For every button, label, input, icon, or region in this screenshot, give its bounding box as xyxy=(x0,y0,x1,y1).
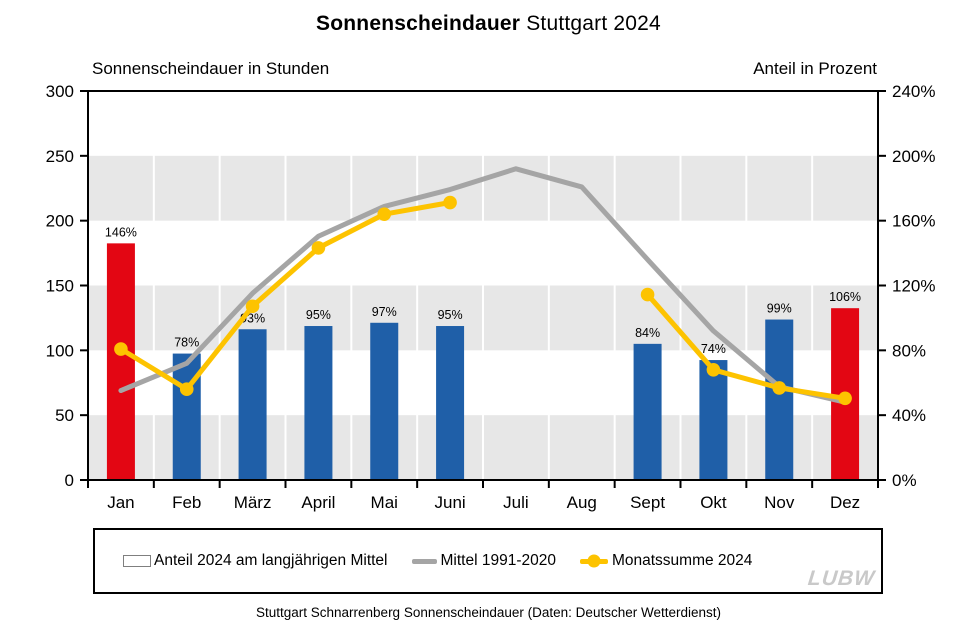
monthly-sum-marker-Mai xyxy=(377,207,392,221)
legend-label-anteil: Anteil 2024 am langjährigen Mittel xyxy=(154,552,388,569)
right-axis-title: Anteil in Prozent xyxy=(753,59,877,78)
bar-Juni xyxy=(436,326,465,480)
bar-label-Feb: 78% xyxy=(174,336,199,350)
bar-label-Juni: 95% xyxy=(438,308,463,322)
bar-März xyxy=(238,329,267,480)
bar-Nov xyxy=(765,319,794,480)
legend-yellow-dot-icon xyxy=(587,554,601,568)
monthly-sum-marker-Feb xyxy=(179,382,194,397)
monthly-sum-line xyxy=(118,200,453,392)
monthly-sum-marker-Juni xyxy=(443,195,457,210)
right-tick-label: 240% xyxy=(892,82,935,101)
bar-Feb xyxy=(172,353,201,480)
monthly-sum-line xyxy=(645,292,848,401)
lubw-logo: LUBW xyxy=(806,567,877,590)
left-tick-label: 300 xyxy=(46,82,74,101)
left-tick-label: 50 xyxy=(55,406,74,425)
legend-bar-swatch-icon xyxy=(123,555,151,567)
month-label-Nov: Nov xyxy=(764,493,795,512)
legend-item-mittel: Mittel 1991-2020 xyxy=(411,552,556,570)
monthly-sum-marker-Sept xyxy=(640,287,655,302)
chart-title-main: Sonnenscheindauer xyxy=(316,12,521,35)
left-tick-label: 0 xyxy=(65,471,74,490)
month-label-März: März xyxy=(234,493,272,512)
month-label-Dez: Dez xyxy=(830,493,860,512)
bar-Jan xyxy=(106,243,135,480)
bar-label-Sept: 84% xyxy=(635,326,660,340)
left-axis-title: Sonnenscheindauer in Stunden xyxy=(92,59,330,78)
month-label-April: April xyxy=(301,493,335,512)
bar-Okt xyxy=(699,360,728,480)
legend-label-mittel: Mittel 1991-2020 xyxy=(440,552,556,569)
month-label-Juli: Juli xyxy=(503,493,529,512)
month-label-Aug: Aug xyxy=(567,493,597,512)
bar-Mai xyxy=(370,322,399,480)
month-label-Juni: Juni xyxy=(434,493,465,512)
right-tick-label: 0% xyxy=(892,471,917,490)
right-tick-label: 80% xyxy=(892,341,926,360)
month-label-Jan: Jan xyxy=(107,493,134,512)
month-label-Mai: Mai xyxy=(371,493,398,512)
left-tick-label: 150 xyxy=(46,277,74,296)
legend-item-monatssumme: Monatssumme 2024 xyxy=(579,552,753,570)
month-label-Sept: Sept xyxy=(630,493,665,512)
left-tick-label: 200 xyxy=(46,212,74,231)
month-label-Feb: Feb xyxy=(172,493,201,512)
chart-title: Sonnenscheindauer Stuttgart 2024 xyxy=(0,12,977,36)
monthly-sum-marker-Dez xyxy=(838,391,852,406)
legend-yellow-line-icon xyxy=(579,554,608,568)
legend-item-anteil: Anteil 2024 am langjährigen Mittel xyxy=(123,552,388,570)
left-tick-label: 250 xyxy=(46,147,74,166)
bar-label-April: 95% xyxy=(306,308,331,322)
right-tick-label: 40% xyxy=(892,406,926,425)
month-label-Okt: Okt xyxy=(700,493,727,512)
legend-gray-line-icon xyxy=(411,558,437,564)
monthly-sum-marker-Okt xyxy=(706,362,721,377)
bar-label-Nov: 99% xyxy=(767,302,792,316)
monthly-sum-marker-März xyxy=(245,299,260,314)
monthly-sum-marker-Nov xyxy=(772,381,787,395)
monthly-sum-marker-April xyxy=(311,241,326,255)
legend: Anteil 2024 am langjährigen Mittel Mitte… xyxy=(93,528,883,594)
right-tick-label: 160% xyxy=(892,212,935,231)
source-caption: Stuttgart Schnarrenberg Sonnenscheindaue… xyxy=(255,605,721,620)
bar-April xyxy=(304,326,333,480)
left-tick-label: 100 xyxy=(46,341,74,360)
monthly-sum-marker-Jan xyxy=(114,342,128,356)
bar-label-Mai: 97% xyxy=(372,305,397,319)
chart-title-sub: Stuttgart 2024 xyxy=(520,12,661,35)
mean-line xyxy=(118,166,848,405)
legend-label-monatssumme: Monatssumme 2024 xyxy=(611,552,753,569)
right-tick-label: 120% xyxy=(892,277,935,296)
bar-label-Dez: 106% xyxy=(829,290,861,304)
bar-label-Jan: 146% xyxy=(105,225,137,239)
bar-Sept xyxy=(633,343,662,480)
bar-label-Okt: 74% xyxy=(701,342,726,356)
right-tick-label: 200% xyxy=(892,147,935,166)
